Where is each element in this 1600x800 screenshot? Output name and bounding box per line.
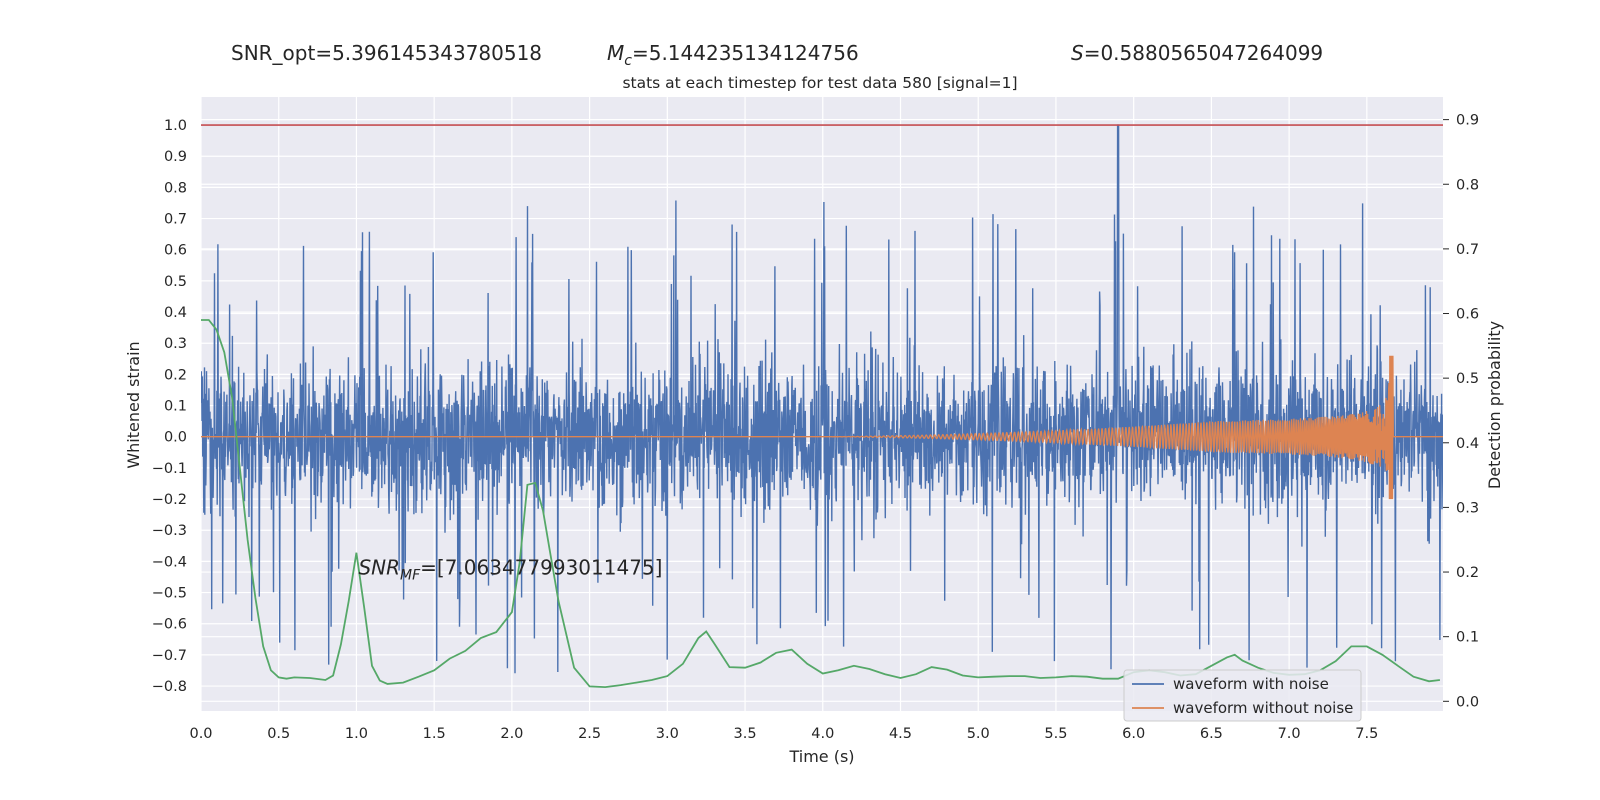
y-tick-label: −0.4 xyxy=(152,554,187,570)
y2-tick-label: 0.4 xyxy=(1456,436,1479,452)
x-tick-label: 3.5 xyxy=(734,726,757,742)
chart-title: stats at each timestep for test data 580… xyxy=(622,74,1017,92)
y-tick-labels: 1.0 0.9 0.8 0.7 0.6 0.5 0.4 0.3 0.2 0.1 0.0 −0.1 −0.… xyxy=(152,118,187,695)
y2-tick-label: 0.8 xyxy=(1456,177,1479,193)
chirp-mass-label: Mc=5.144235134124756 xyxy=(607,41,859,69)
x-tick-label: 1.5 xyxy=(423,726,446,742)
y-tick-label: −0.1 xyxy=(152,461,187,477)
snr-opt-label: SNR_opt=5.396145343780518 xyxy=(231,41,542,65)
x-tick-label: 4.5 xyxy=(889,726,912,742)
snr-mf-annotation: SNRMF=[7.063477993011475] xyxy=(358,556,662,584)
chirp-mass-subscript: c xyxy=(624,53,632,69)
x-tick-label: 2.0 xyxy=(500,726,523,742)
snr-mf-symbol: SNR xyxy=(358,556,400,580)
y-tick-label: 0.9 xyxy=(164,149,187,165)
snr-mf-subscript: MF xyxy=(400,568,421,584)
y-tick-label: 0.3 xyxy=(164,336,187,352)
y2-tick-label: 0.0 xyxy=(1456,694,1479,710)
x-tick-label: 1.0 xyxy=(345,726,368,742)
y2-tick-labels: 0.9 0.8 0.7 0.6 0.5 0.4 0.3 0.2 0.1 0.0 xyxy=(1443,113,1479,710)
series-line-detection-probability xyxy=(201,319,1441,689)
y-tick-label: −0.6 xyxy=(152,617,187,633)
y-tick-label: 0.1 xyxy=(164,399,187,415)
x-tick-label: 4.0 xyxy=(811,726,834,742)
y2-tick-label: 0.6 xyxy=(1456,307,1479,323)
legend-entry-waveform-with-noise: waveform with noise xyxy=(1173,675,1329,693)
y-tick-label: −0.5 xyxy=(152,586,187,602)
spin-symbol: S xyxy=(1071,41,1084,65)
y-tick-label: 0.2 xyxy=(164,367,187,383)
legend-entry-waveform-without-noise: waveform without noise xyxy=(1173,699,1353,717)
y-tick-label: 0.4 xyxy=(164,305,187,321)
legend: waveform with noise waveform without noi… xyxy=(1123,669,1362,722)
x-tick-labels: 0.0 0.5 1.0 1.5 2.0 2.5 3.0 3.5 4.0 4.5 5.0 5.5 6.0 6… xyxy=(189,726,1378,742)
y2-tick-label: 0.9 xyxy=(1456,113,1479,129)
spin-label: S=0.5880565047264099 xyxy=(1071,41,1323,65)
y2-tick-label: 0.7 xyxy=(1456,242,1479,258)
y-tick-label: −0.7 xyxy=(152,648,187,664)
x-axis-label: Time (s) xyxy=(788,747,854,766)
grid-lines xyxy=(200,97,1443,711)
x-tick-label: 2.5 xyxy=(578,726,601,742)
y-tick-label: −0.8 xyxy=(152,679,187,695)
x-tick-label: 3.0 xyxy=(656,726,679,742)
y2-tick-label: 0.3 xyxy=(1456,500,1479,516)
y-tick-label: −0.3 xyxy=(152,523,187,539)
x-tick-label: 5.5 xyxy=(1044,726,1067,742)
y-tick-label: 0.6 xyxy=(164,243,187,259)
y-tick-label: 0.8 xyxy=(164,180,187,196)
x-tick-label: 6.0 xyxy=(1122,726,1145,742)
y-tick-label: 0.0 xyxy=(164,430,187,446)
y2-tick-label: 0.1 xyxy=(1456,630,1479,646)
y2-tick-label: 0.5 xyxy=(1456,371,1479,387)
snr-mf-value: =[7.063477993011475] xyxy=(420,556,662,580)
series-line-waveform-without-noise xyxy=(201,355,1443,500)
y-tick-label: 1.0 xyxy=(164,118,187,134)
x-tick-label: 0.0 xyxy=(189,726,212,742)
legend-box xyxy=(1123,669,1362,722)
chirp-mass-value: =5.144235134124756 xyxy=(632,41,859,65)
x-tick-label: 5.0 xyxy=(967,726,990,742)
y-tick-label: −0.2 xyxy=(152,492,187,508)
y2-tick-label: 0.2 xyxy=(1456,565,1479,581)
y-tick-label: 0.5 xyxy=(164,274,187,290)
y2-axis-label: Detection probability xyxy=(1485,321,1504,489)
x-tick-label: 0.5 xyxy=(267,726,290,742)
x-tick-label: 7.5 xyxy=(1355,726,1378,742)
y-tick-label: 0.7 xyxy=(164,212,187,228)
x-tick-label: 7.0 xyxy=(1278,726,1301,742)
y-axis-label: Whitened strain xyxy=(124,341,143,468)
x-tick-label: 6.5 xyxy=(1200,726,1223,742)
spin-value: =0.5880565047264099 xyxy=(1084,41,1323,65)
chirp-mass-symbol: M xyxy=(607,41,624,65)
